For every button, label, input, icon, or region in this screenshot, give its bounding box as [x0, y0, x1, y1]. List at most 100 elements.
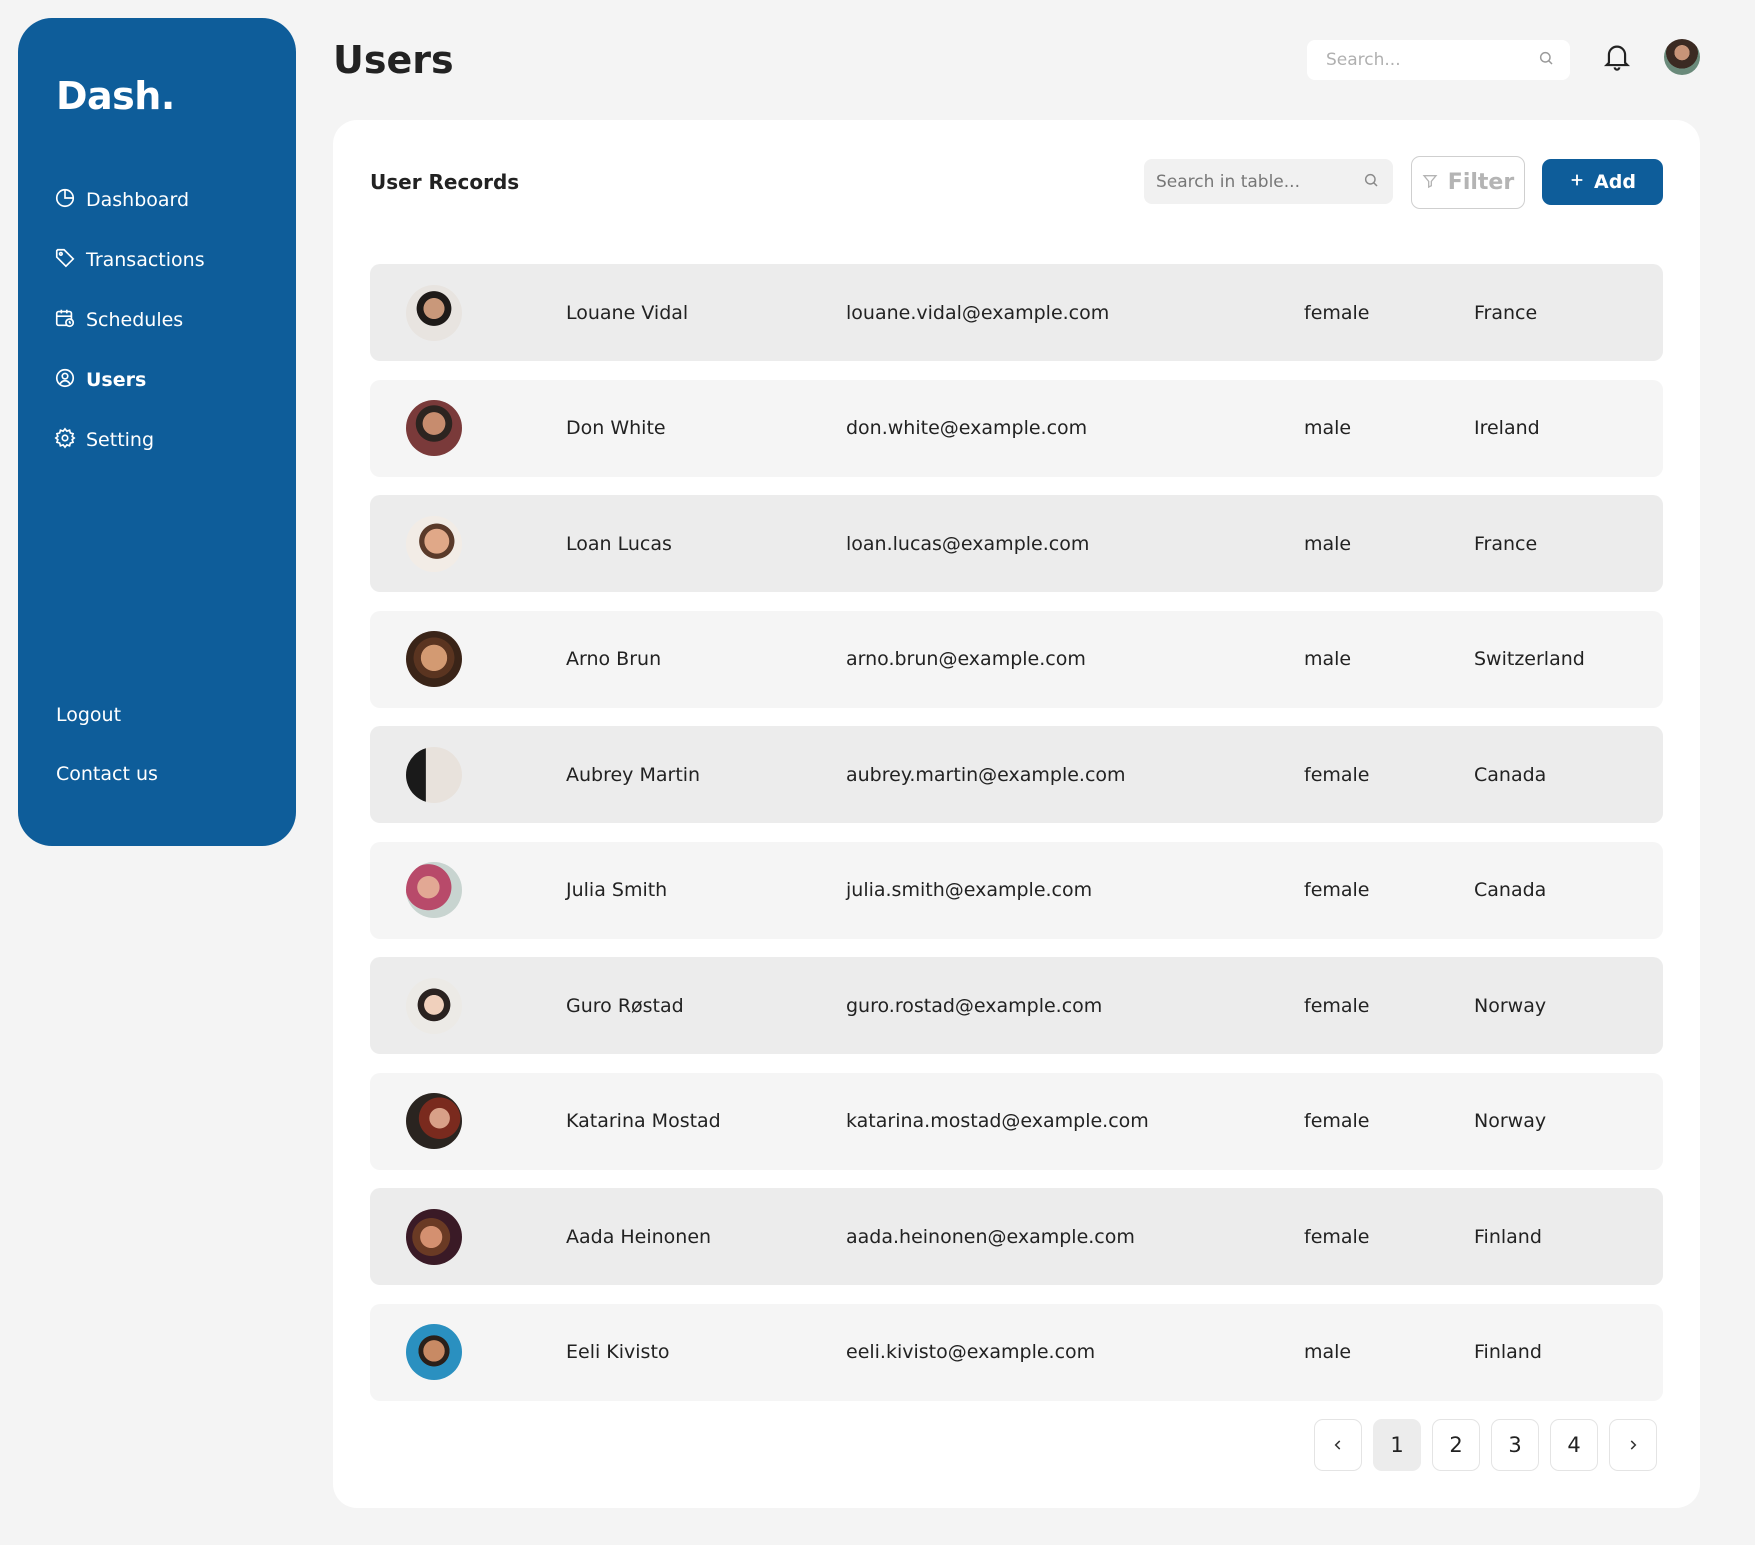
contact-link[interactable]: Contact us: [56, 763, 158, 785]
sidebar-footer: Logout Contact us: [56, 704, 158, 822]
cell-gender: male: [1304, 1341, 1352, 1363]
tag-icon: [54, 247, 76, 274]
chevron-right-icon: [1626, 1433, 1640, 1457]
add-label: Add: [1594, 171, 1636, 193]
page-button-4[interactable]: 4: [1550, 1419, 1598, 1471]
cell-name: Loan Lucas: [566, 532, 672, 555]
cell-gender: female: [1304, 1110, 1370, 1132]
cell-email: loan.lucas@example.com: [846, 532, 1090, 555]
logout-link[interactable]: Logout: [56, 704, 122, 726]
filter-label: Filter: [1447, 170, 1515, 195]
bell-icon[interactable]: [1603, 42, 1631, 72]
pie-chart-icon: [54, 187, 76, 214]
card-title: User Records: [370, 170, 520, 194]
table-row[interactable]: Katarina Mostad katarina.mostad@example.…: [370, 1072, 1663, 1170]
avatar: [406, 862, 462, 918]
table-row[interactable]: Arno Brun arno.brun@example.com male Swi…: [370, 610, 1663, 708]
filter-button[interactable]: Filter: [1411, 156, 1525, 209]
next-page-button[interactable]: [1609, 1419, 1657, 1471]
search-icon: [1363, 172, 1379, 192]
cell-country: Finland: [1474, 1225, 1542, 1248]
cell-country: Switzerland: [1474, 648, 1585, 670]
cell-email: julia.smith@example.com: [846, 879, 1093, 901]
cell-name: Don White: [566, 417, 666, 439]
sidebar-item-schedules[interactable]: Schedules: [54, 290, 205, 350]
global-search[interactable]: [1307, 40, 1570, 80]
cell-country: France: [1474, 532, 1538, 555]
brand-logo: Dash.: [56, 74, 175, 118]
sidebar-item-label: Setting: [86, 429, 155, 451]
cell-gender: female: [1304, 763, 1370, 786]
cell-name: Aada Heinonen: [566, 1225, 712, 1248]
prev-page-button[interactable]: [1314, 1419, 1362, 1471]
avatar: [406, 977, 462, 1034]
avatar: [406, 400, 462, 456]
sidebar-item-users[interactable]: Users: [54, 350, 205, 410]
cell-name: Julia Smith: [566, 879, 668, 901]
table-search[interactable]: [1144, 159, 1393, 204]
cell-name: Eeli Kivisto: [566, 1341, 670, 1363]
chevron-left-icon: [1331, 1433, 1345, 1457]
table-row[interactable]: Aubrey Martin aubrey.martin@example.com …: [370, 726, 1663, 823]
avatar: [406, 1324, 462, 1380]
cell-email: katarina.mostad@example.com: [846, 1110, 1149, 1132]
cell-email: aada.heinonen@example.com: [846, 1225, 1135, 1248]
cell-gender: male: [1304, 417, 1352, 439]
cell-country: Finland: [1474, 1341, 1542, 1363]
cell-name: Guro Røstad: [566, 994, 684, 1017]
add-button[interactable]: Add: [1542, 159, 1663, 205]
page-button-3[interactable]: 3: [1491, 1419, 1539, 1471]
cell-country: Ireland: [1474, 417, 1540, 439]
cell-email: arno.brun@example.com: [846, 648, 1086, 670]
avatar: [406, 631, 462, 687]
cell-country: Norway: [1474, 994, 1547, 1017]
sidebar-nav: Dashboard Transactions Schedules Users S…: [54, 170, 205, 470]
avatar[interactable]: [1664, 39, 1700, 75]
user-records-card: User Records Filter Add Louane Vidal lou…: [333, 120, 1700, 1508]
cell-gender: male: [1304, 648, 1352, 670]
sidebar-item-label: Users: [86, 369, 147, 391]
sidebar-item-label: Transactions: [86, 249, 205, 271]
pagination: 1 2 3 4: [1314, 1419, 1657, 1471]
avatar: [406, 746, 462, 803]
cell-gender: female: [1304, 994, 1370, 1017]
table-search-input[interactable]: [1156, 171, 1346, 192]
table-row[interactable]: Louane Vidal louane.vidal@example.com fe…: [370, 264, 1663, 361]
plus-icon: [1569, 171, 1585, 193]
sidebar-item-label: Schedules: [86, 309, 184, 331]
table-row[interactable]: Aada Heinonen aada.heinonen@example.com …: [370, 1188, 1663, 1285]
funnel-icon: [1422, 170, 1438, 195]
sidebar: Dash. Dashboard Transactions Schedules U…: [18, 18, 296, 846]
search-input[interactable]: [1326, 50, 1516, 70]
cell-name: Katarina Mostad: [566, 1110, 721, 1132]
cell-name: Louane Vidal: [566, 301, 689, 324]
cell-email: don.white@example.com: [846, 417, 1088, 439]
cell-gender: female: [1304, 879, 1370, 901]
table-row[interactable]: Julia Smith julia.smith@example.com fema…: [370, 841, 1663, 939]
table-row[interactable]: Don White don.white@example.com male Ire…: [370, 379, 1663, 477]
avatar: [406, 284, 462, 341]
sidebar-item-dashboard[interactable]: Dashboard: [54, 170, 205, 230]
cell-name: Aubrey Martin: [566, 763, 701, 786]
page-button-2[interactable]: 2: [1432, 1419, 1480, 1471]
cell-email: guro.rostad@example.com: [846, 994, 1103, 1017]
cell-country: Canada: [1474, 879, 1547, 901]
cell-country: Norway: [1474, 1110, 1547, 1132]
sidebar-item-label: Dashboard: [86, 189, 190, 211]
avatar: [406, 1093, 462, 1149]
sidebar-item-setting[interactable]: Setting: [54, 410, 205, 470]
search-icon: [1538, 50, 1554, 70]
calendar-clock-icon: [54, 307, 76, 334]
table-row[interactable]: Guro Røstad guro.rostad@example.com fema…: [370, 957, 1663, 1054]
table-row[interactable]: Loan Lucas loan.lucas@example.com male F…: [370, 495, 1663, 592]
sidebar-item-transactions[interactable]: Transactions: [54, 230, 205, 290]
gear-icon: [54, 427, 76, 454]
cell-gender: female: [1304, 301, 1370, 324]
cell-email: eeli.kivisto@example.com: [846, 1341, 1096, 1363]
page-button-1[interactable]: 1: [1373, 1419, 1421, 1471]
cell-email: aubrey.martin@example.com: [846, 763, 1126, 786]
avatar: [406, 1208, 462, 1265]
table-row[interactable]: Eeli Kivisto eeli.kivisto@example.com ma…: [370, 1303, 1663, 1401]
user-circle-icon: [54, 367, 76, 394]
cell-gender: female: [1304, 1225, 1370, 1248]
